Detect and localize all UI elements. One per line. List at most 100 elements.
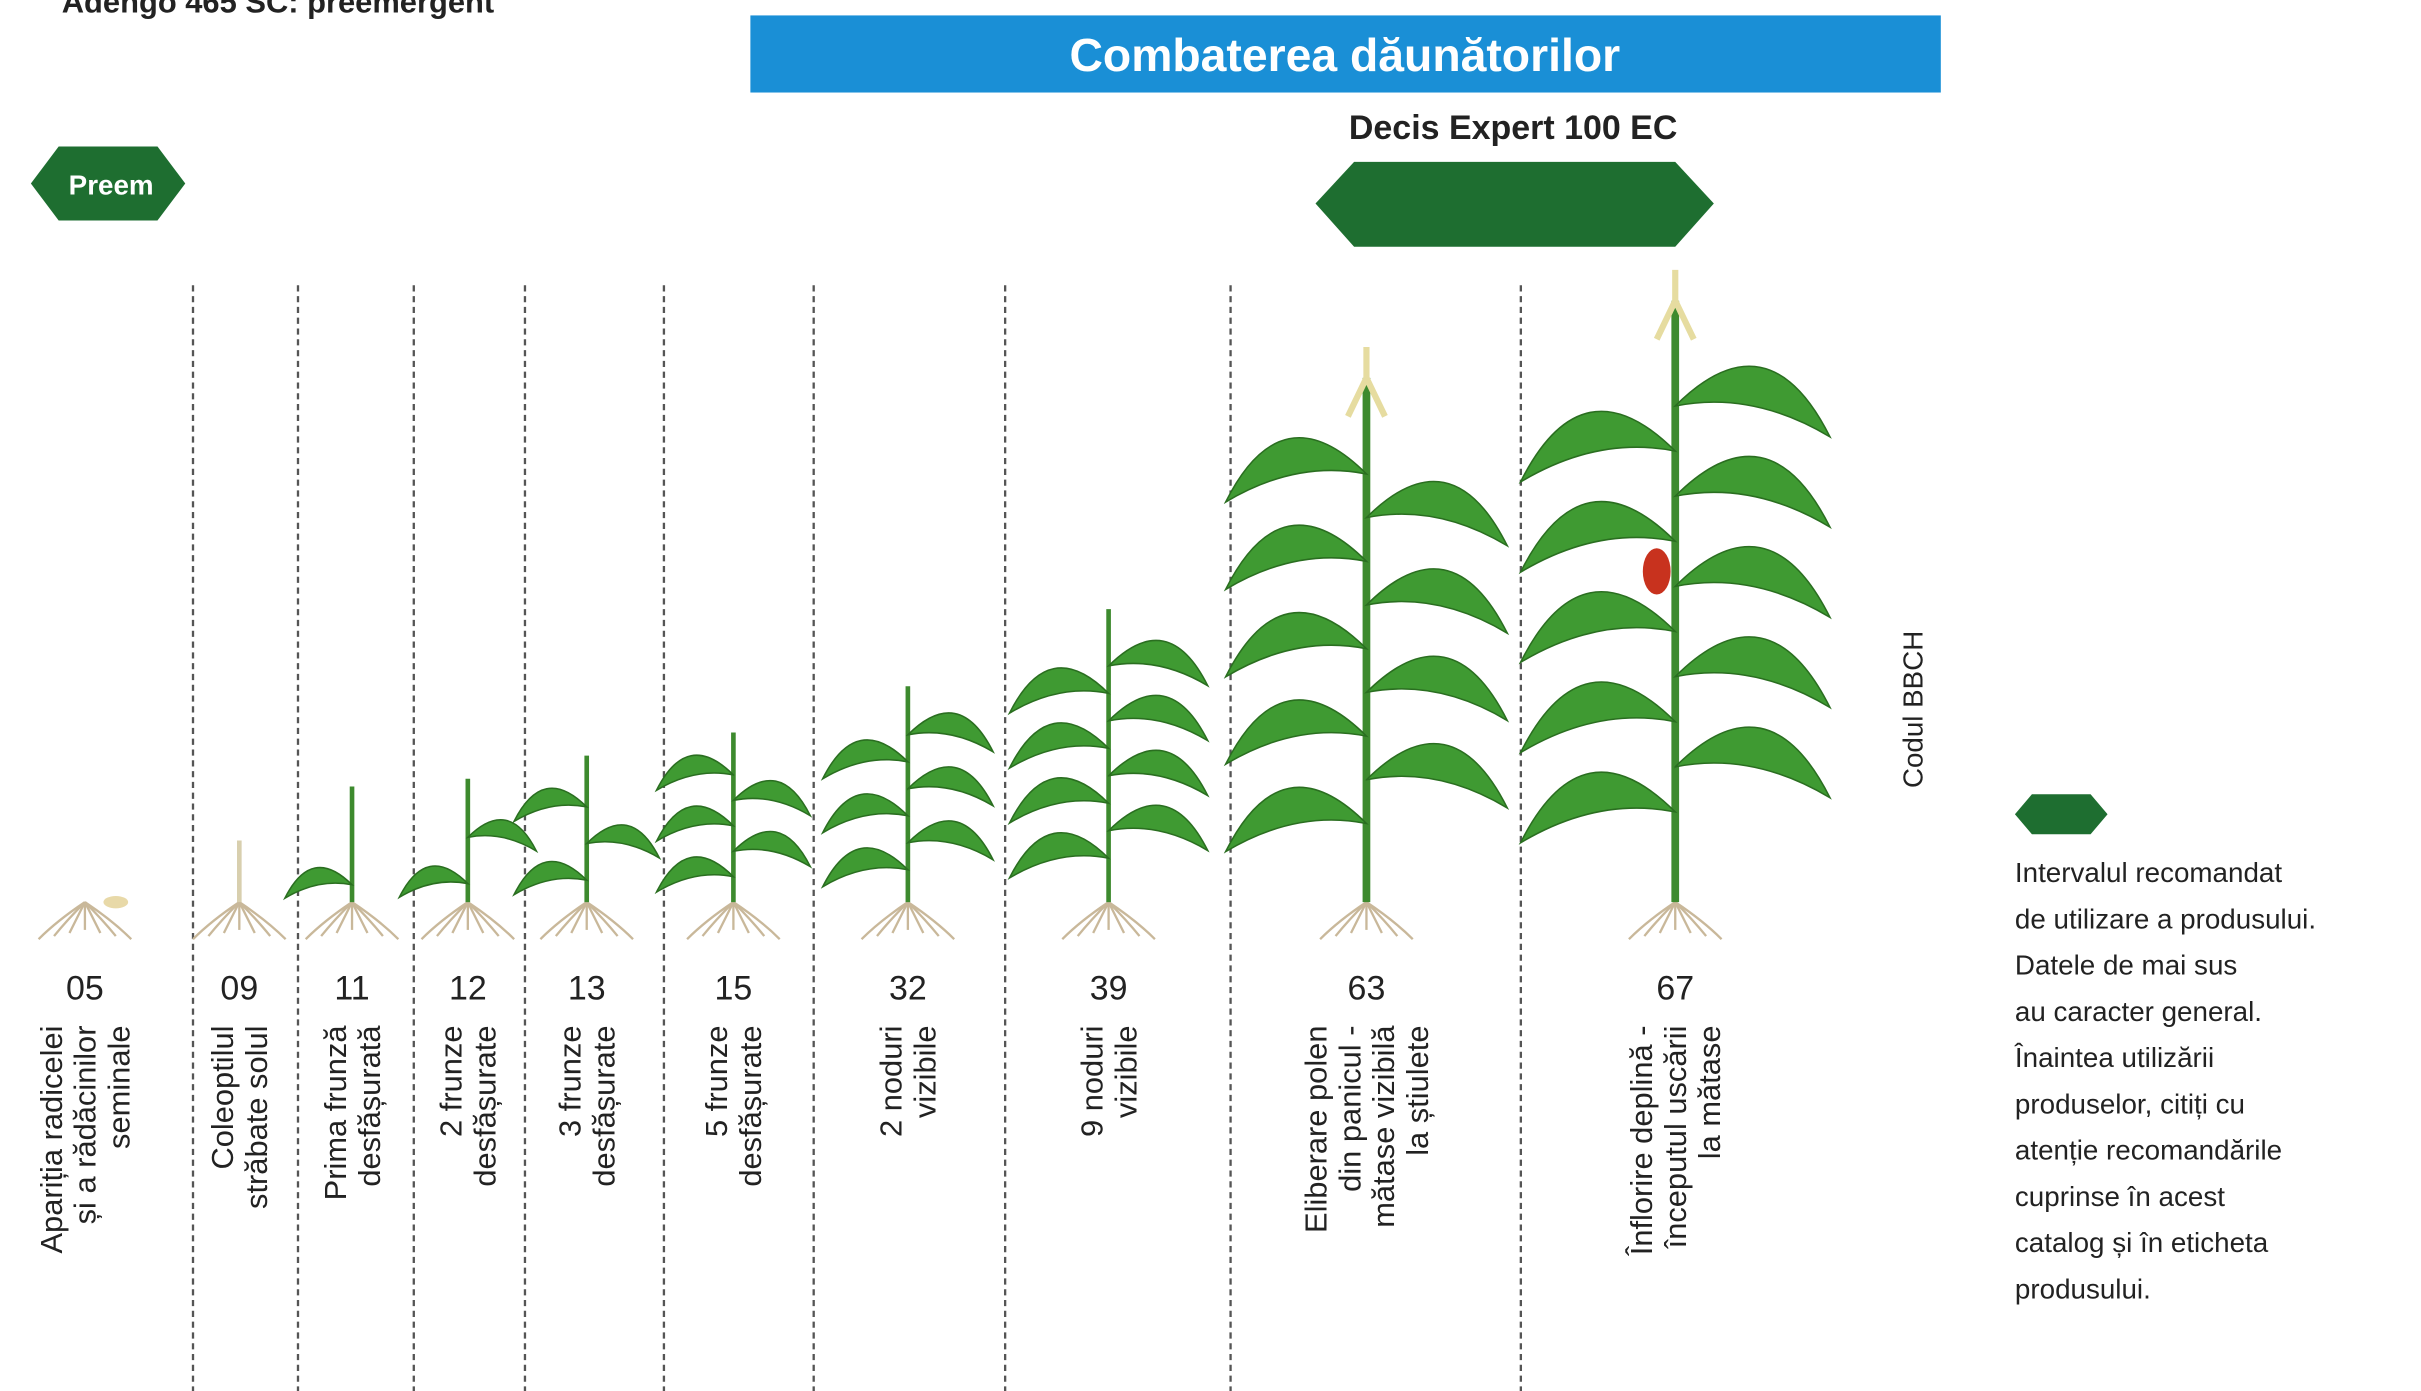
leaf [1672, 455, 1832, 530]
stage-code: 11 [334, 969, 369, 1007]
leaf [1223, 611, 1369, 679]
plants [37, 269, 1832, 940]
root [732, 901, 781, 940]
stage-label: Coleoptilul [205, 1026, 240, 1170]
leaf [1106, 804, 1210, 853]
leaf [820, 847, 911, 889]
root [1674, 901, 1723, 940]
leaf [1364, 743, 1510, 810]
ear [1642, 548, 1671, 595]
root [53, 901, 86, 937]
leaf [1518, 591, 1678, 665]
root [335, 901, 354, 934]
stage-code: 12 [449, 969, 487, 1007]
root [586, 901, 634, 940]
legend-line: Înaintea utilizării [2014, 1042, 2214, 1073]
leaf [654, 805, 736, 844]
leaf [397, 865, 471, 900]
leaf [1672, 365, 1832, 439]
leaf [654, 754, 736, 793]
stage-label: mătase vizibilă [1366, 1025, 1401, 1228]
stage-label: Apariția radicelei [34, 1026, 69, 1254]
banner [750, 15, 1941, 93]
stage-label: la mătase [1692, 1026, 1727, 1160]
stage-label: vizibile [908, 1026, 943, 1119]
stage-code: 13 [568, 969, 606, 1007]
root [207, 901, 241, 937]
leaf [1518, 410, 1678, 485]
leaf [820, 793, 911, 835]
root [351, 901, 400, 940]
leaf [1007, 777, 1111, 826]
legend-line: cuprinse în acest [2015, 1181, 2225, 1212]
legend-line: produsului. [2015, 1273, 2151, 1304]
leaf [1106, 749, 1210, 798]
stage-code: 05 [66, 969, 104, 1007]
tassel [1653, 269, 1697, 341]
dividers [191, 285, 1523, 1391]
root [467, 901, 515, 940]
legend-line: catalog și în eticheta [2015, 1227, 2269, 1258]
leaf [1007, 832, 1111, 881]
root [1107, 901, 1156, 940]
root [1365, 901, 1414, 940]
leaf [905, 820, 995, 862]
stage-code: 15 [715, 969, 753, 1007]
root [238, 901, 287, 940]
leaf [820, 739, 911, 781]
legend-swatch [2014, 794, 2108, 835]
stage-label: Prima frunză [318, 1025, 353, 1201]
leaf [905, 712, 995, 754]
stage-label: Înflorire deplină - [1624, 1026, 1659, 1257]
leaf [654, 856, 736, 895]
leaf [584, 824, 662, 861]
leaf [1007, 722, 1111, 771]
leaf [1518, 500, 1678, 575]
axis-label: Codul BBCH [1897, 631, 1928, 788]
stage-label: 5 frunze [699, 1026, 734, 1137]
stage-label: 9 noduri [1074, 1026, 1109, 1137]
leaf [1672, 545, 1832, 620]
product-interval [1315, 161, 1714, 247]
tassel [1345, 346, 1388, 418]
stage-code: 39 [1090, 969, 1128, 1007]
leaf [1106, 694, 1210, 743]
root [436, 901, 469, 937]
root [876, 901, 909, 937]
leaf [1223, 699, 1369, 767]
leaf [1672, 636, 1832, 710]
root [222, 901, 241, 934]
root [68, 901, 86, 934]
leaf [282, 866, 355, 901]
stage-label: 2 noduri [874, 1026, 909, 1137]
root [1643, 901, 1677, 937]
stage-label: seminale [102, 1026, 137, 1149]
leaf [731, 830, 813, 869]
leaf [512, 860, 590, 897]
stage-label: desfășurată [352, 1025, 387, 1187]
root [891, 901, 909, 934]
root [701, 901, 735, 937]
root [1076, 901, 1110, 937]
root [451, 901, 469, 934]
leaf [1223, 524, 1369, 592]
root [320, 901, 353, 937]
stage-label: Eliberare polen [1298, 1026, 1333, 1233]
stage-label: desfășurate [733, 1026, 768, 1187]
stage-label: străbate solul [239, 1026, 274, 1209]
legend-line: au caracter general. [2015, 996, 2262, 1027]
stage-label: desfășurate [586, 1026, 621, 1187]
stage-label: la știulete [1400, 1026, 1435, 1156]
stage-label: 2 frunze [434, 1026, 469, 1137]
stage-label: vizibile [1108, 1026, 1143, 1119]
stage-code: 63 [1348, 969, 1386, 1007]
badge-text: Preem [69, 169, 154, 200]
product-name: Decis Expert 100 EC [1349, 109, 1677, 147]
legend-line: Datele de mai sus [2015, 950, 2237, 981]
stage-label: 3 frunze [553, 1026, 588, 1137]
legend-line: produselor, citiți cu [2015, 1088, 2245, 1119]
seed [103, 895, 129, 909]
legend-line: Intervalul recomandat [2015, 857, 2282, 888]
badge [30, 146, 186, 221]
root [1349, 901, 1368, 934]
